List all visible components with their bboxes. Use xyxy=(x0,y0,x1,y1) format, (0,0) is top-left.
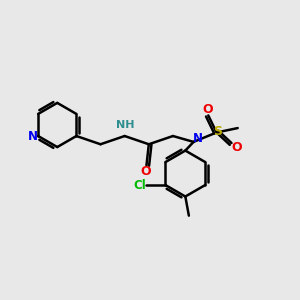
Text: Cl: Cl xyxy=(134,178,146,191)
Text: S: S xyxy=(213,125,222,138)
Text: O: O xyxy=(141,165,151,178)
Text: O: O xyxy=(231,141,242,154)
Text: N: N xyxy=(28,130,38,142)
Text: NH: NH xyxy=(116,119,134,130)
Text: N: N xyxy=(193,133,203,146)
Text: O: O xyxy=(202,103,213,116)
